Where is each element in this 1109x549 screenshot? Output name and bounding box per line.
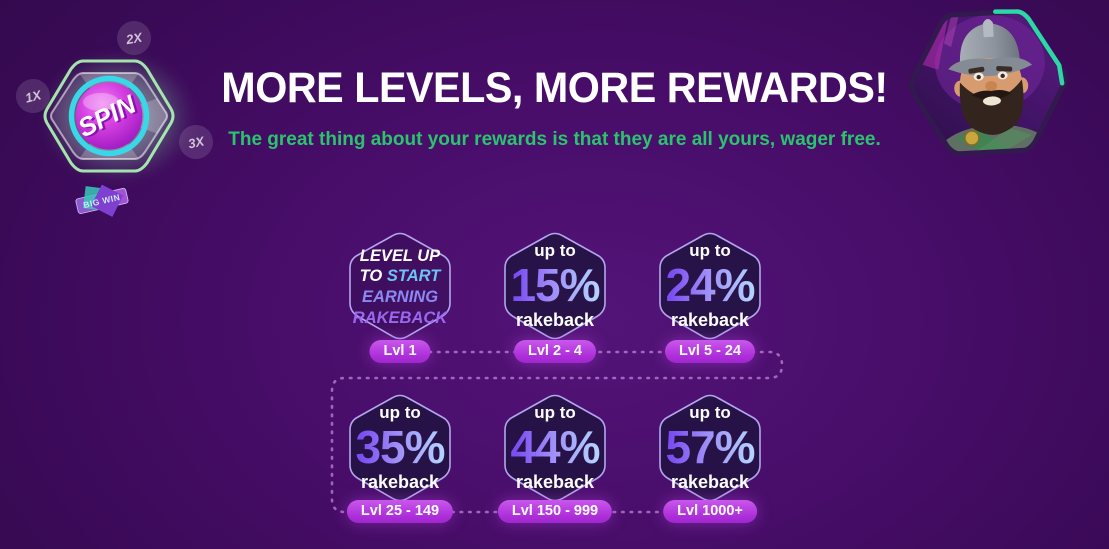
level-badge-lvl-150-999: Lvl 150 - 999	[497, 500, 613, 523]
up-to-label: up to	[689, 241, 731, 261]
up-to-label: up to	[534, 241, 576, 261]
rakeback-label: rakeback	[670, 310, 750, 331]
pirate-character-portrait	[899, 1, 1082, 165]
level-badge-lvl-1: Lvl 1	[369, 340, 431, 363]
level-badge-lvl-25-149: Lvl 25 - 149	[346, 500, 454, 523]
up-to-label: up to	[689, 403, 731, 423]
rakeback-card-intro: LEVEL UP TO START EARNING RAKEBACK	[342, 230, 458, 342]
spin-wheel-icon: SPIN SPIN	[43, 59, 175, 173]
level-badge-lvl-1000: Lvl 1000+	[663, 500, 757, 523]
rakeback-percent: 57%	[665, 420, 755, 473]
rakeback-card-15: up to 15% rakeback	[497, 230, 613, 342]
rakeback-card-24: up to 24% rakeback	[652, 230, 768, 342]
rakeback-percent: 35%	[355, 420, 445, 473]
rakeback-card-44: up to 44% rakeback	[497, 392, 613, 504]
rakeback-label: rakeback	[515, 310, 595, 331]
rakeback-label: rakeback	[515, 472, 595, 493]
up-to-label: up to	[379, 403, 421, 423]
rakeback-card-35: up to 35% rakeback	[342, 392, 458, 504]
rakeback-percent: 24%	[665, 258, 755, 311]
level-badge-lvl-2-4: Lvl 2 - 4	[514, 340, 596, 363]
rakeback-label: rakeback	[360, 472, 440, 493]
intro-card-text: LEVEL UP TO START EARNING RAKEBACK	[352, 246, 448, 327]
pirate-avatar-icon	[908, 9, 1068, 157]
rakeback-label: rakeback	[670, 472, 750, 493]
page-subtitle: The great thing about your rewards is th…	[228, 129, 881, 150]
rakeback-percent: 44%	[510, 420, 600, 473]
rakeback-card-57: up to 57% rakeback	[652, 392, 768, 504]
rakeback-percent: 15%	[510, 258, 600, 311]
up-to-label: up to	[534, 403, 576, 423]
level-badge-lvl-5-24: Lvl 5 - 24	[664, 340, 756, 363]
spin-wheel-illustration: SPIN SPIN 1X 2X 3X BIG WIN	[0, 0, 235, 235]
page-title: MORE LEVELS, MORE REWARDS!	[221, 64, 888, 112]
teal-accent-arc	[993, 9, 1065, 86]
